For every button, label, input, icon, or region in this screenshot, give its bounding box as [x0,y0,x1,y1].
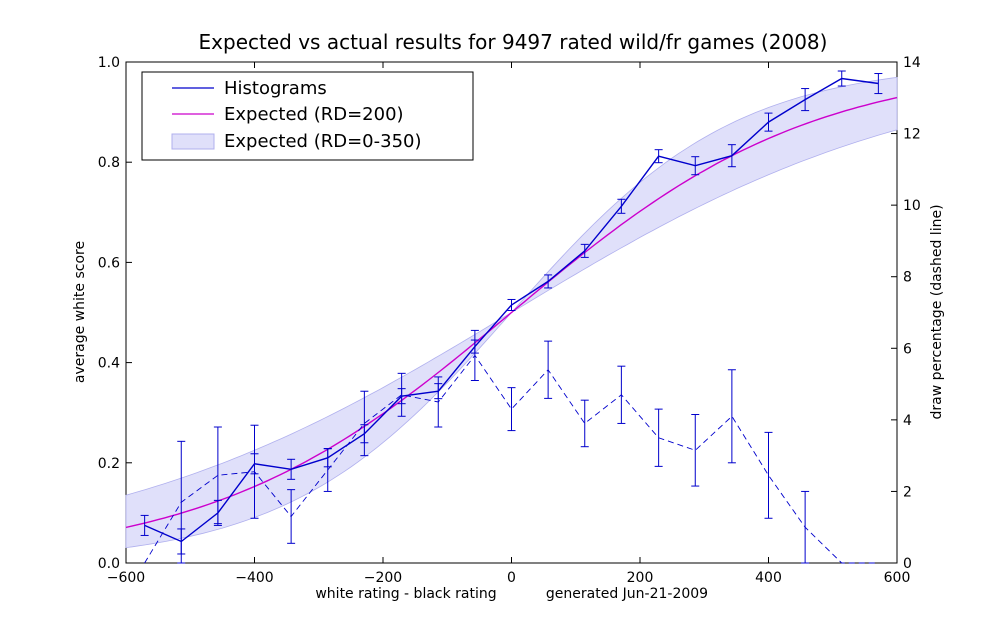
legend-label-band: Expected (RD=0-350) [224,131,422,152]
y-right-tick-label: 6 [903,341,912,357]
y-left-tick-label: 0.0 [98,556,120,572]
errorbar [727,144,736,168]
errorbar [177,528,186,555]
expected-band [125,76,898,549]
legend-label-histograms: Histograms [224,78,327,99]
y-right-tick-label: 10 [903,198,921,214]
errorbar [874,73,883,95]
x-tick-label: 600 [884,570,911,586]
y-right-tick-label: 0 [903,556,912,572]
y-right-tick-label: 2 [903,484,912,500]
errorbar [691,156,700,176]
errorbar [727,369,736,464]
plot-area [125,61,898,564]
errorbar [801,88,810,112]
errorbar [654,149,663,164]
errorbar [617,365,626,424]
legend-label-expected: Expected (RD=200) [224,104,404,125]
errorbar [764,431,773,519]
errorbar [287,458,296,480]
y-left-tick-label: 0.8 [98,155,120,171]
x-tick-label: 400 [755,570,782,586]
errorbar [323,448,332,468]
y-left-tick-label: 0.6 [98,255,120,271]
y-right-tick-label: 12 [903,127,921,143]
errorbar [544,340,553,399]
x-axis-label: white rating - black rating [315,586,496,602]
y-left-tick-label: 1.0 [98,55,120,71]
errorbar [250,453,259,475]
chart-title: Expected vs actual results for 9497 rate… [199,30,828,54]
errorbar [544,274,553,289]
y-left-tick-label: 0.4 [98,356,120,372]
errorbar [801,490,810,564]
errorbar [691,413,700,487]
errorbar [397,388,406,405]
x-tick-label: 0 [507,570,516,586]
errorbar [617,198,626,214]
histogram-series [140,70,883,555]
x-tick-label: 200 [627,570,654,586]
x-tick-label: −600 [107,570,145,586]
errorbar [287,489,296,544]
errorbar [837,70,846,87]
x-tick-label: −200 [364,570,402,586]
errorbar [654,408,663,467]
y-axis-right-label: draw percentage (dashed line) [929,204,945,419]
errorbar [360,390,369,457]
x-tick-label: −400 [235,570,273,586]
errorbar [140,514,149,536]
y-axis-left-label: average white score [72,241,88,383]
draw-series [144,329,879,564]
y-left-tick-label: 0.2 [98,456,120,472]
expected-band-area [125,76,898,549]
errorbar [507,298,516,311]
y-right-tick-label: 8 [903,270,912,286]
errorbar [470,339,479,354]
errorbar [580,243,589,258]
errorbar [507,387,516,432]
errorbar [470,329,479,381]
y-axis-left: 0.0 0.2 0.4 0.6 0.8 1.0 [98,55,132,572]
errorbar [360,424,369,444]
y-right-tick-label: 14 [903,55,921,71]
series-line-draws [144,354,879,564]
errorbar [580,399,589,448]
errorbar [764,112,773,132]
x-axis: −600 −400 −200 0 200 400 600 [107,62,911,586]
y-right-tick-label: 4 [903,413,912,429]
footer-text: generated Jun-21-2009 [546,586,708,602]
errorbar [434,383,443,400]
legend-swatch-band [171,133,215,150]
y-axis-right: 0 2 4 6 8 10 12 14 [891,55,921,572]
legend: Histograms Expected (RD=200) Expected (R… [141,71,474,161]
errorbar [213,499,222,526]
